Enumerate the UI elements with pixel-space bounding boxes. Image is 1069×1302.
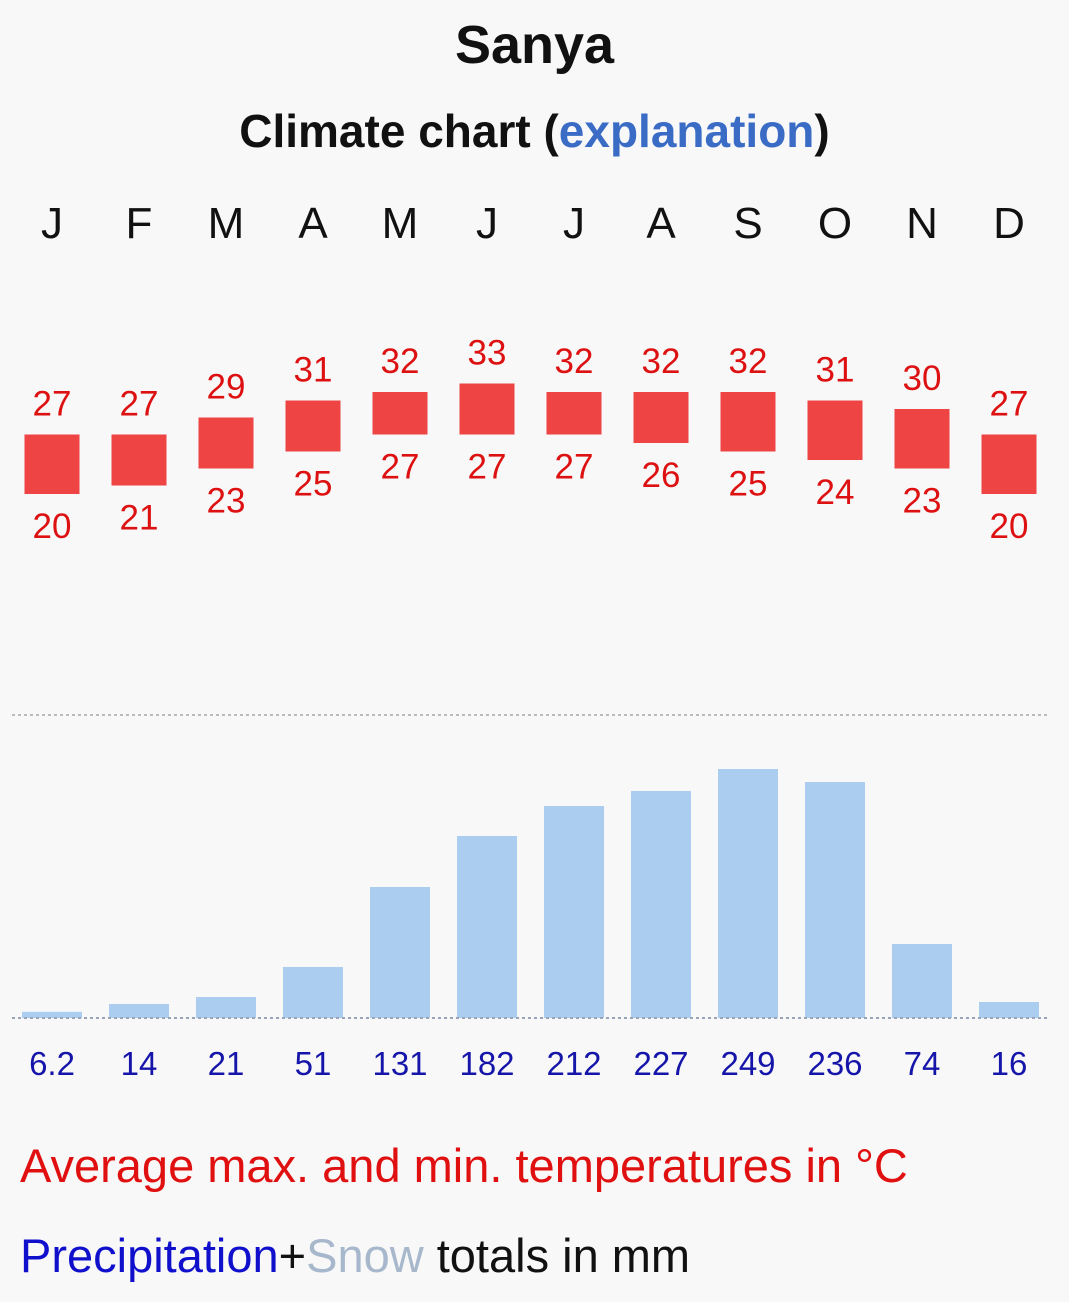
precipitation-bar [457,836,517,1018]
precipitation-bar [544,806,604,1018]
max-temp-label: 30 [903,359,942,398]
precipitation-legend-label: Precipitation [20,1229,279,1282]
month-label: S [733,199,762,248]
min-temp-label: 26 [642,456,681,495]
min-temp-label: 27 [381,448,420,487]
precipitation-bar [196,997,256,1018]
precipitation-label: 236 [807,1045,862,1082]
precipitation-label: 51 [295,1045,332,1082]
temperature-bar [981,434,1037,494]
temperature-bar [807,400,863,460]
precipitation-bar [979,1002,1039,1018]
month-label: J [563,199,585,248]
min-temp-label: 25 [294,465,333,504]
precipitation-label: 21 [208,1045,245,1082]
temperature-bar [459,383,515,435]
precipitation-label: 212 [546,1045,601,1082]
month-label: A [646,199,676,248]
month-label: M [382,199,419,248]
precipitation-bar [718,769,778,1018]
legend-totals: totals in mm [423,1229,691,1282]
max-temp-label: 31 [294,351,333,390]
max-temp-label: 29 [207,368,246,407]
min-temp-label: 24 [816,473,855,512]
precipitation-label: 16 [991,1045,1028,1082]
snow-legend-label: Snow [306,1229,424,1282]
month-label: J [476,199,498,248]
temperature-labels: 27 20 27 21 29 23 31 25 32 27 33 27 32 27 32 26 32 25 31 24… [33,334,1029,547]
temperature-bars [24,383,1037,494]
precipitation-bar [892,944,952,1018]
max-temp-label: 31 [816,351,855,390]
precipitation-label: 131 [372,1045,427,1082]
month-label: F [126,199,153,248]
temperature-legend: Average max. and min. temperatures in °C [20,1139,908,1192]
precipitation-labels: 6.2 14 21 51 131 182 212 227 249 236 74 16 [29,1045,1027,1082]
temperature-bar [546,392,602,435]
subtitle-text: Climate chart [239,105,531,157]
min-temp-label: 27 [468,448,507,487]
min-temp-label: 23 [207,482,246,521]
temperature-bar [111,434,167,486]
max-temp-label: 33 [468,334,507,373]
precipitation-label: 6.2 [29,1045,75,1082]
precipitation-bar [805,782,865,1018]
month-label: D [993,199,1025,248]
precipitation-bar [22,1011,82,1018]
min-temp-label: 20 [990,507,1029,546]
precipitation-label: 227 [633,1045,688,1082]
min-temp-label: 27 [555,448,594,487]
temperature-bar [372,392,428,435]
max-temp-label: 32 [729,342,768,381]
precipitation-label: 14 [121,1045,158,1082]
precipitation-label: 182 [459,1045,514,1082]
precipitation-bars [22,769,1039,1018]
temperature-bar [633,392,689,443]
max-temp-label: 27 [33,385,72,424]
chart-title: Sanya [454,15,615,75]
legend-plus: + [278,1229,307,1282]
month-label: N [906,199,938,248]
explanation-link[interactable]: explanation [558,105,815,157]
temperature-bar [24,434,80,494]
temperature-bar [720,392,776,452]
min-temp-label: 21 [120,499,159,538]
precipitation-bar [370,887,430,1018]
month-label: J [41,199,63,248]
min-temp-label: 23 [903,482,942,521]
month-label: A [298,199,328,248]
max-temp-label: 32 [381,342,420,381]
subtitle-open-paren: ( [543,105,559,157]
chart-subtitle: Climate chart (explanation) [0,104,1069,158]
max-temp-label: 32 [555,342,594,381]
precipitation-bar [631,791,691,1018]
month-label: O [818,199,852,248]
precipitation-bar [109,1004,169,1018]
temperature-bar [285,400,341,452]
precipitation-legend: Precipitation+Snow totals in mm [20,1228,690,1283]
precipitation-label: 74 [904,1045,941,1082]
max-temp-label: 32 [642,342,681,381]
min-temp-label: 25 [729,465,768,504]
temperature-bar [198,417,254,469]
max-temp-label: 27 [990,385,1029,424]
subtitle-close-paren: ) [814,105,830,157]
precipitation-bar [283,967,343,1018]
month-label: M [208,199,245,248]
precipitation-label: 249 [720,1045,775,1082]
temperature-bar [894,409,950,469]
min-temp-label: 20 [33,507,72,546]
max-temp-label: 27 [120,385,159,424]
